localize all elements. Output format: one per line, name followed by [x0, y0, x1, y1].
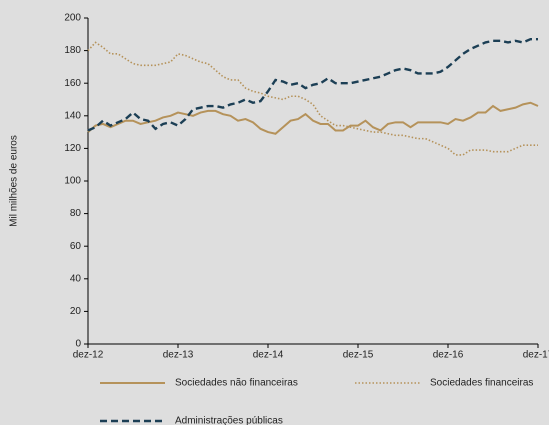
y-tick-label: 160 — [64, 78, 81, 89]
y-tick-label: 180 — [64, 45, 81, 56]
y-axis-label: Mil milhões de euros — [9, 135, 20, 227]
legend-label: Sociedades financeiras — [430, 378, 533, 389]
y-tick-label: 200 — [64, 13, 81, 24]
y-tick-label: 40 — [70, 273, 82, 284]
y-tick-label: 80 — [70, 208, 82, 219]
y-tick-label: 20 — [70, 306, 82, 317]
x-tick-label: dez-15 — [343, 350, 374, 361]
y-tick-label: 0 — [75, 339, 81, 350]
legend-label: Sociedades não financeiras — [175, 378, 298, 389]
y-tick-label: 120 — [64, 143, 81, 154]
series-line — [87, 37, 538, 132]
legend-label: Administrações públicas — [175, 416, 283, 425]
series-line — [87, 101, 539, 135]
y-tick-label: 100 — [64, 176, 81, 187]
x-tick-label: dez-14 — [253, 350, 284, 361]
x-tick-label: dez-13 — [163, 350, 194, 361]
x-tick-label: dez-12 — [73, 350, 104, 361]
x-tick-label: dez-17 — [523, 350, 549, 361]
x-tick-label: dez-16 — [433, 350, 464, 361]
y-tick-label: 140 — [64, 110, 81, 121]
y-tick-label: 60 — [70, 241, 82, 252]
